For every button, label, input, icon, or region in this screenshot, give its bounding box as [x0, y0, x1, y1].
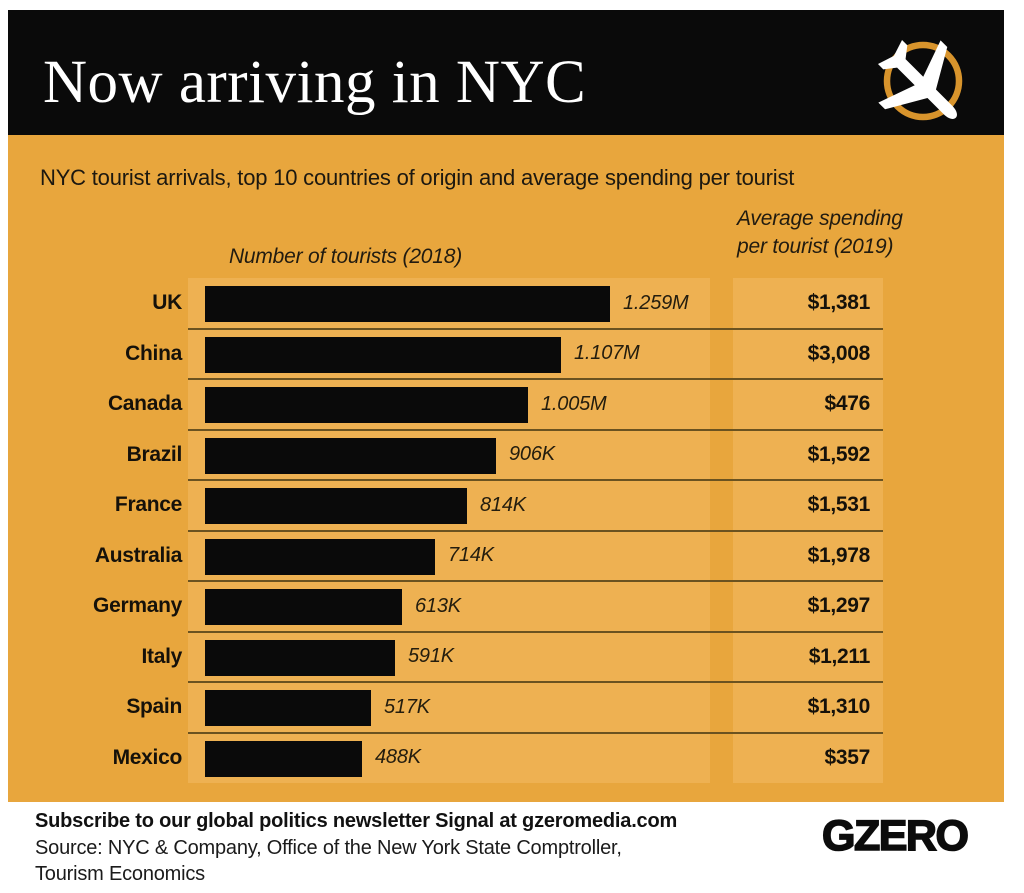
- spending-value: $1,211: [808, 644, 871, 668]
- spending-value: $1,531: [807, 493, 871, 517]
- row-separator-line: [188, 731, 883, 734]
- row-separator-line: [188, 327, 883, 330]
- country-label: Germany: [93, 594, 182, 618]
- spending-value: $1,310: [807, 695, 871, 719]
- bar-value-label: 714K: [448, 544, 494, 567]
- row-separator-line: [188, 479, 883, 481]
- icon-ring: [883, 41, 963, 121]
- page-title: Now arriving in NYC: [43, 49, 587, 116]
- row-separator-line: [188, 580, 883, 582]
- row-separator-line: [188, 378, 883, 380]
- tourist-bar: [205, 387, 528, 423]
- source-line-1: Source: NYC & Company, Office of the New…: [35, 837, 622, 859]
- header: Now arriving in NYC: [8, 10, 1004, 135]
- country-label: Brazil: [126, 442, 183, 466]
- tourist-bar: [205, 488, 467, 524]
- spending-column-header-line2: per tourist (2019): [737, 235, 894, 258]
- tourist-bar: [205, 437, 496, 474]
- chart-area: NYC tourist arrivals, top 10 countries o…: [8, 135, 1004, 802]
- landing-plane-icon: [863, 25, 975, 137]
- country-label: France: [114, 493, 182, 517]
- country-label: Canada: [107, 392, 182, 416]
- table-row: China 1.107M $3,008: [8, 329, 1004, 380]
- tourist-bar: [205, 336, 561, 373]
- bar-value-label: 488K: [375, 746, 421, 769]
- bar-value-label: 1.005M: [541, 392, 607, 415]
- source-line-2: Tourism Economics: [35, 863, 205, 885]
- footer: Subscribe to our global politics newslet…: [8, 802, 1004, 893]
- tourist-bar: [205, 740, 362, 777]
- chart-subtitle: NYC tourist arrivals, top 10 countries o…: [40, 165, 795, 190]
- tourists-column-header: Number of tourists (2018): [228, 245, 463, 268]
- country-label: Australia: [94, 543, 182, 567]
- spending-value: $1,978: [807, 543, 871, 567]
- bar-value-label: 814K: [480, 493, 526, 516]
- bar-value-label: 906K: [509, 443, 555, 466]
- table-row: Italy 591K $1,211: [8, 632, 1004, 683]
- bar-value-label: 1.107M: [574, 342, 640, 365]
- tourist-bar: [205, 690, 371, 726]
- table-row: Canada 1.005M $476: [8, 379, 1004, 430]
- gzero-logo: GZERO: [821, 811, 970, 861]
- spending-value: $1,592: [807, 442, 871, 466]
- table-row: Brazil 906K $1,592: [8, 430, 1004, 481]
- table-row: Germany 613K $1,297: [8, 581, 1004, 632]
- row-separator-line: [188, 630, 883, 633]
- tourist-bar: [205, 589, 402, 625]
- bar-value-label: 613K: [415, 594, 461, 617]
- bar-value-label: 1.259M: [623, 291, 689, 314]
- row-separator-line: [188, 681, 883, 683]
- country-label: Spain: [126, 695, 182, 719]
- spending-value: $3,008: [807, 341, 871, 365]
- row-separator-line: [188, 529, 883, 532]
- tourist-bar: [205, 639, 395, 676]
- bar-value-label: 591K: [408, 645, 454, 668]
- table-row: France 814K $1,531: [8, 480, 1004, 531]
- country-label: China: [125, 341, 182, 365]
- spending-column-header: Average spending per tourist (2019): [737, 205, 903, 261]
- country-label: UK: [152, 291, 182, 315]
- row-separator-line: [188, 428, 883, 431]
- tourist-bar: [205, 538, 435, 575]
- table-row: Australia 714K $1,978: [8, 531, 1004, 582]
- spending-value: $1,297: [807, 594, 871, 618]
- landing-plane-icon-svg: [877, 39, 963, 121]
- bar-value-label: 517K: [384, 695, 430, 718]
- table-row: Mexico 488K $357: [8, 733, 1004, 784]
- table-row: UK 1.259M $1,381: [8, 278, 1004, 329]
- country-label: Mexico: [112, 745, 183, 769]
- airplane-glyph: [877, 39, 957, 119]
- newsletter-callout: Subscribe to our global politics newslet…: [35, 810, 678, 832]
- tourist-bar: [205, 286, 610, 322]
- spending-value: $476: [824, 392, 870, 416]
- country-label: Italy: [141, 644, 182, 668]
- spending-value: $357: [824, 745, 870, 769]
- table-row: Spain 517K $1,310: [8, 682, 1004, 733]
- spending-column-header-line1: Average spending: [737, 207, 903, 230]
- spending-value: $1,381: [807, 291, 871, 315]
